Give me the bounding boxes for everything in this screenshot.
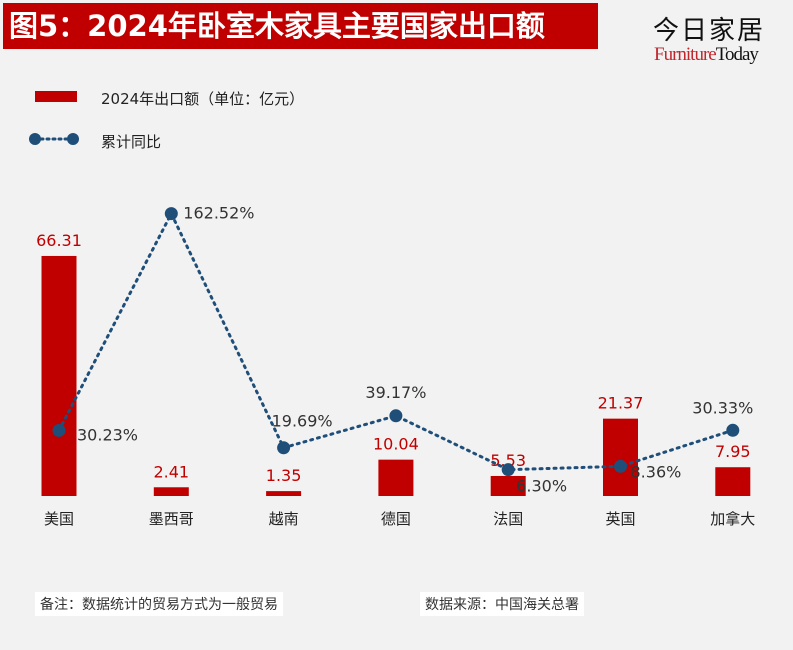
line-label-1: 162.52% xyxy=(183,204,254,223)
line-label-4: 6.30% xyxy=(516,477,567,496)
bar-5 xyxy=(603,418,638,496)
line-point-1 xyxy=(164,207,178,221)
bar-0 xyxy=(41,255,77,496)
bar-label-2: 1.35 xyxy=(266,466,302,485)
bar-3 xyxy=(378,459,414,496)
line-point-6 xyxy=(726,423,740,437)
legend-bar-label: 2024年出口额（单位：亿元） xyxy=(101,90,305,108)
line-point-4 xyxy=(501,463,515,477)
line-label-2: 19.69% xyxy=(272,412,333,431)
line-point-0 xyxy=(52,423,66,437)
bar-2 xyxy=(266,491,302,496)
category-label-0: 美国 xyxy=(44,510,74,528)
legend-line-swatch xyxy=(29,133,79,145)
line-label-6: 30.33% xyxy=(692,398,753,417)
category-label-3: 德国 xyxy=(381,510,411,528)
bar-label-5: 21.37 xyxy=(598,394,644,413)
legend-line-label: 累计同比 xyxy=(101,133,162,151)
category-label-4: 法国 xyxy=(493,510,523,528)
bar-4 xyxy=(490,475,526,496)
logo-english: FurnitureToday xyxy=(654,44,759,66)
category-label-5: 英国 xyxy=(605,510,635,528)
legend-bar-swatch xyxy=(35,91,77,102)
logo-chinese: 今日家居 xyxy=(653,16,766,46)
line-point-3 xyxy=(389,409,403,423)
bar-label-6: 7.95 xyxy=(715,442,751,461)
bar-1 xyxy=(153,487,189,496)
category-label-2: 越南 xyxy=(269,510,299,528)
line-label-0: 30.23% xyxy=(77,425,138,444)
line-label-5: 8.36% xyxy=(631,462,682,481)
line-point-2 xyxy=(277,441,291,455)
category-label-6: 加拿大 xyxy=(710,510,755,528)
chart-title: 图5：2024年卧室木家具主要国家出口额 xyxy=(3,3,598,49)
line-point-5 xyxy=(614,459,627,473)
logo-en-b: Today xyxy=(715,44,759,65)
footnote: 备注：数据统计的贸易方式为一般贸易 xyxy=(35,592,283,616)
category-label-1: 墨西哥 xyxy=(149,510,194,528)
bar-label-0: 66.31 xyxy=(36,231,82,250)
logo-en-a: Furniture xyxy=(654,44,717,65)
bar-label-1: 2.41 xyxy=(153,462,189,481)
data-source: 数据来源：中国海关总署 xyxy=(420,592,584,616)
line-label-3: 39.17% xyxy=(365,383,426,402)
bar-label-3: 10.04 xyxy=(373,435,419,454)
bar-6 xyxy=(715,467,751,496)
